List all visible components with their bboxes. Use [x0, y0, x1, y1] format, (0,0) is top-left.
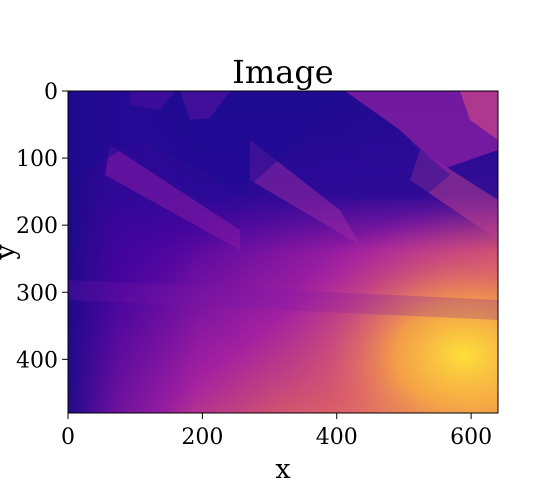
x-tick-label: 200 — [181, 425, 223, 450]
y-tick-label: 0 — [44, 80, 58, 105]
y-tick-label: 200 — [16, 214, 58, 239]
x-tick-label: 400 — [316, 425, 358, 450]
chart-title: Image — [232, 53, 333, 91]
y-axis-label: y — [0, 244, 21, 261]
x-axis-label: x — [275, 454, 290, 485]
y-axis: 0 100 200 300 400 — [16, 80, 68, 373]
y-tick-label: 300 — [16, 281, 58, 306]
y-tick-label: 100 — [16, 147, 58, 172]
x-axis: 0 200 400 600 — [61, 413, 492, 450]
x-tick-label: 600 — [450, 425, 492, 450]
plot-frame — [67, 90, 499, 414]
y-tick-label: 400 — [16, 348, 58, 373]
x-tick-label: 0 — [61, 425, 75, 450]
heatmap-image — [68, 91, 498, 413]
